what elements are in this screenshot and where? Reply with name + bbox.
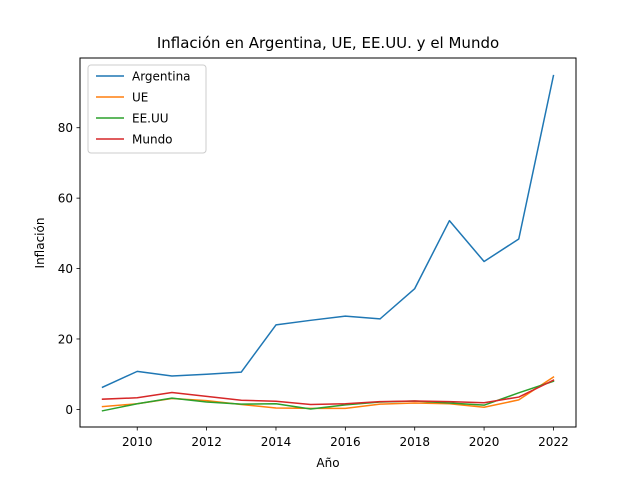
- y-tick-label: 20: [58, 332, 73, 346]
- x-tick-label: 2010: [122, 435, 153, 449]
- y-tick-label: 60: [58, 192, 73, 206]
- legend-label: EE.UU: [132, 112, 169, 126]
- series-line-mundo: [101, 379, 555, 406]
- chart-title: Inflación en Argentina, UE, EE.UU. y el …: [157, 34, 499, 52]
- x-tick-label: 2022: [538, 435, 569, 449]
- legend: Argentina UE EE.UU Mundo: [87, 64, 207, 154]
- series-line-ee-uu: [101, 380, 555, 412]
- y-tick-label: 0: [65, 403, 73, 417]
- y-axis-label: Inflación: [33, 218, 47, 269]
- legend-label: Argentina: [132, 70, 191, 84]
- legend-box: [87, 64, 207, 154]
- x-axis-ticks: 2010 2012 2014 2016 2018 2020 2022: [122, 427, 569, 449]
- x-tick-label: 2016: [330, 435, 361, 449]
- plot-area-frame: [79, 57, 577, 428]
- x-axis-label: Año: [316, 456, 339, 470]
- y-tick-label: 80: [58, 121, 73, 135]
- x-tick-label: 2020: [469, 435, 500, 449]
- plot-lines: [101, 74, 555, 412]
- legend-label: Mundo: [132, 133, 173, 147]
- y-axis-ticks: 0 20 40 60 80: [58, 121, 80, 417]
- x-tick-label: 2014: [261, 435, 292, 449]
- x-tick-label: 2012: [191, 435, 222, 449]
- x-tick-label: 2018: [399, 435, 430, 449]
- series-line-argentina: [101, 74, 555, 389]
- y-tick-label: 40: [58, 262, 73, 276]
- legend-label: UE: [132, 91, 148, 105]
